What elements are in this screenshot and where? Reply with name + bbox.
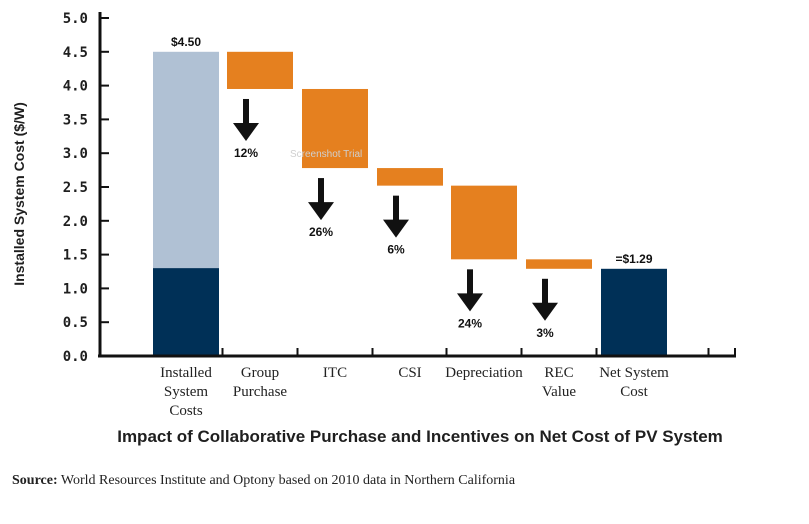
bar-decrease-3 xyxy=(377,168,443,186)
arrow-shaft-5 xyxy=(542,278,548,305)
y-tick-label: 2.5 xyxy=(63,180,88,196)
source-text: World Resources Institute and Optony bas… xyxy=(58,473,516,488)
category-label-2: ITC xyxy=(323,365,347,381)
arrow-down-icon xyxy=(233,122,259,141)
y-axis-label: Installed System Cost ($/W) xyxy=(11,102,27,286)
percent-label-3: 6% xyxy=(387,243,405,257)
y-tick-label: 3.5 xyxy=(63,112,88,128)
y-tick-label: 0.0 xyxy=(63,349,88,365)
y-tick-label: 1.5 xyxy=(63,248,88,264)
percent-label-4: 24% xyxy=(458,316,482,330)
category-label-6: Net System Cost xyxy=(599,365,669,400)
arrow-shaft-2 xyxy=(318,178,324,205)
arrow-down-icon xyxy=(308,202,334,221)
y-tick-label: 0.5 xyxy=(63,315,88,331)
percent-label-5: 3% xyxy=(536,326,554,340)
bar-decrease-2 xyxy=(302,88,368,169)
bar-decrease-1 xyxy=(227,51,293,89)
percent-label-2: 26% xyxy=(309,225,333,239)
arrow-down-icon xyxy=(457,293,483,312)
arrow-down-icon xyxy=(383,219,409,238)
value-label-0: $4.50 xyxy=(171,35,201,49)
bar-decrease-5 xyxy=(526,259,592,269)
watermark-text: Screenshot Trial xyxy=(290,149,362,160)
value-label-6: =$1.29 xyxy=(615,252,652,266)
source-note: Source: World Resources Institute and Op… xyxy=(12,473,516,488)
category-label-0: Installed System Costs xyxy=(160,365,212,419)
y-tick-label: 5.0 xyxy=(63,11,88,27)
percent-label-1: 12% xyxy=(234,146,258,160)
y-tick-label: 4.5 xyxy=(63,45,88,61)
category-label-4: Depreciation xyxy=(445,365,523,381)
bar-installed-upper xyxy=(153,51,219,269)
arrow-shaft-4 xyxy=(467,269,473,296)
category-label-5: REC Value xyxy=(542,365,576,400)
arrow-down-icon xyxy=(532,302,558,321)
chart-title: Impact of Collaborative Purchase and Inc… xyxy=(117,427,723,446)
y-tick-label: 1.0 xyxy=(63,281,88,297)
source-label: Source: xyxy=(12,473,58,488)
arrow-shaft-3 xyxy=(393,195,399,222)
y-tick-label: 3.0 xyxy=(63,146,88,162)
y-tick-label: 2.0 xyxy=(63,214,88,230)
category-label-1: Group Purchase xyxy=(233,365,287,400)
bar-decrease-4 xyxy=(451,185,517,260)
bar-net-system-cost xyxy=(601,268,667,356)
arrow-shaft-1 xyxy=(243,98,249,125)
category-label-3: CSI xyxy=(398,365,421,381)
y-tick-label: 4.0 xyxy=(63,79,88,95)
bar-installed-net-portion xyxy=(153,268,219,356)
